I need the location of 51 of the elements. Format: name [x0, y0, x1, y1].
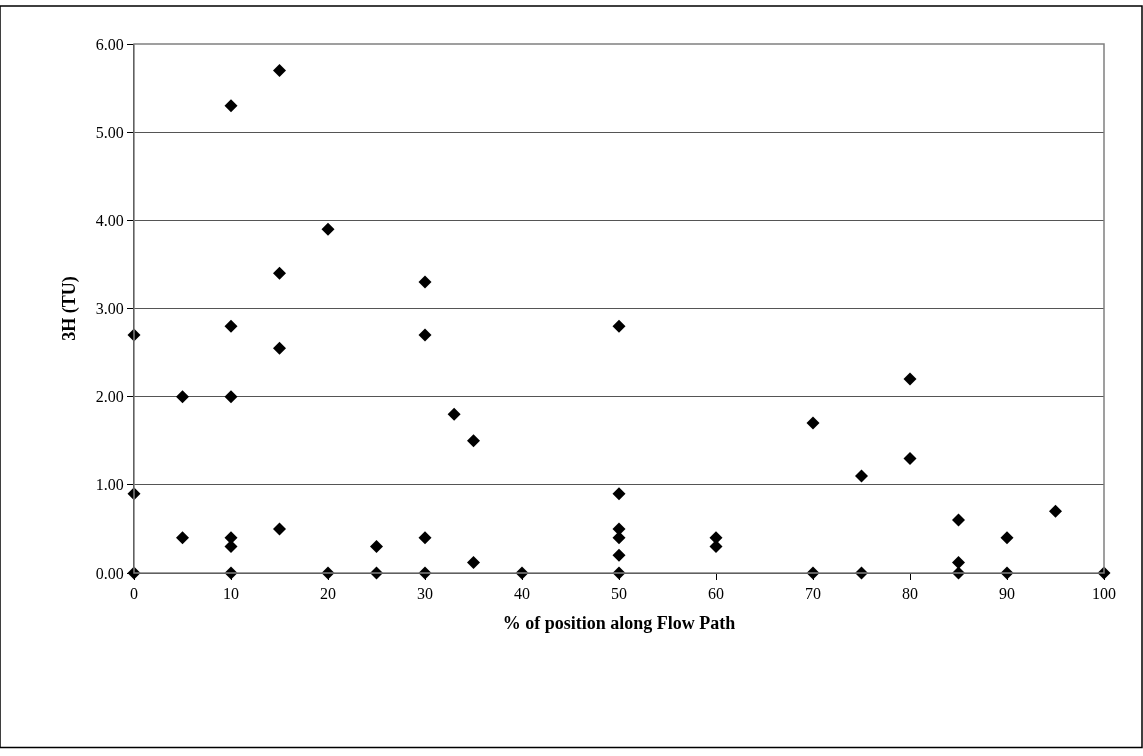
- x-tick-label: 30: [417, 585, 433, 603]
- point: [952, 513, 965, 527]
- point: [370, 540, 383, 554]
- point: [612, 487, 626, 501]
- x-tick-label: 100: [1092, 585, 1116, 603]
- x-tick-label: 60: [708, 585, 724, 603]
- x-tick-label: 50: [611, 585, 627, 603]
- y-tick-label: 2.00: [95, 388, 124, 406]
- point: [176, 531, 189, 545]
- point: [1000, 531, 1014, 545]
- x-tick-label: 10: [223, 585, 239, 603]
- x-axis-title: % of position along Flow Path: [502, 613, 736, 634]
- y-tick-label: 3.00: [95, 300, 124, 318]
- point: [903, 372, 917, 386]
- point: [612, 548, 626, 562]
- x-tick-label: 20: [320, 585, 336, 603]
- point: [273, 63, 286, 77]
- point: [612, 319, 626, 333]
- point: [224, 319, 238, 333]
- point: [709, 540, 723, 554]
- point: [467, 555, 480, 569]
- point: [273, 266, 286, 280]
- point: [612, 531, 626, 545]
- y-tick-label: 4.00: [95, 211, 124, 229]
- point: [224, 99, 238, 113]
- point: [855, 469, 868, 483]
- point: [273, 522, 286, 536]
- x-tick-label: 0: [130, 585, 138, 603]
- y-axis-title: 3H (TU): [59, 276, 80, 341]
- point: [806, 416, 820, 430]
- point: [273, 341, 286, 355]
- y-tick-label: 6.00: [95, 35, 124, 53]
- point: [1049, 504, 1062, 518]
- point: [418, 275, 432, 289]
- point: [176, 390, 189, 404]
- x-tick-label: 80: [902, 585, 918, 603]
- x-tick-label: 40: [514, 585, 530, 603]
- point: [903, 451, 917, 465]
- point: [467, 434, 480, 448]
- point: [224, 390, 238, 404]
- point: [418, 328, 432, 342]
- point: [952, 555, 965, 569]
- y-tick-label: 1.00: [95, 476, 124, 494]
- point: [418, 531, 432, 545]
- x-tick-label: 90: [999, 585, 1015, 603]
- y-tick-label: 0.00: [95, 564, 124, 582]
- point: [224, 540, 238, 554]
- point: [447, 407, 461, 421]
- y-tick-label: 5.00: [95, 123, 124, 141]
- point: [321, 222, 335, 236]
- x-tick-label: 70: [805, 585, 821, 603]
